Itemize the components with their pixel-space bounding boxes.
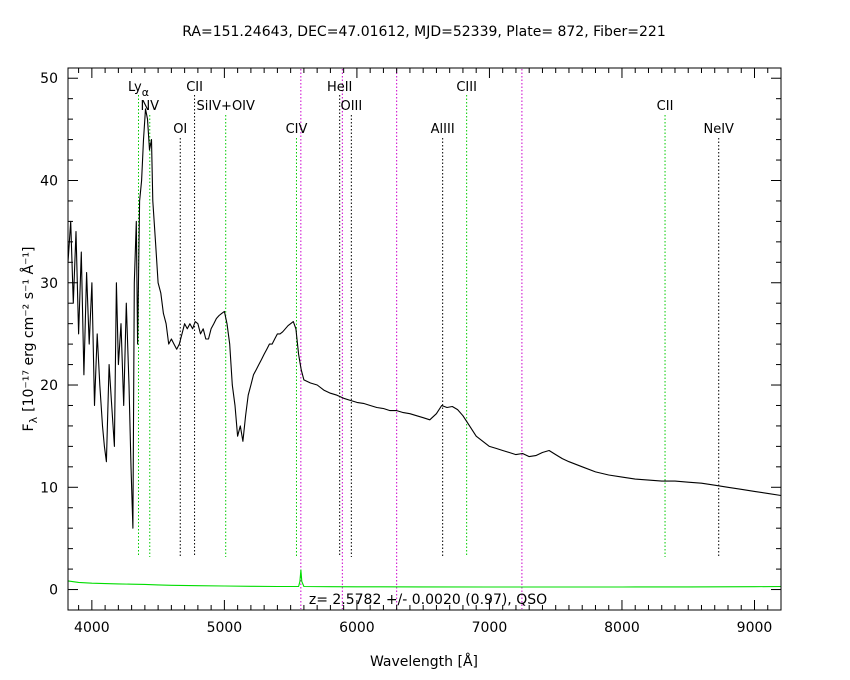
plot-frame	[67, 67, 782, 611]
line-label-7: OIII	[340, 99, 362, 114]
redshift-annotation: z= 2.5782 +/- 0.0020 (0.97), QSO	[309, 592, 547, 608]
x-axis-title: Wavelength [Å]	[370, 653, 478, 670]
y-axis-title: Fλ [10⁻¹⁷ erg cm⁻² s⁻¹ Å⁻¹]	[20, 247, 40, 432]
series-error	[67, 569, 782, 588]
x-tick-label-5000: 5000	[207, 620, 243, 636]
x-tick-label-9000: 9000	[737, 620, 773, 636]
y-axis: 0 10 20 30 40 50	[40, 71, 781, 611]
x-tick-label-6000: 6000	[339, 620, 375, 636]
y-axis-title-symbol: F	[21, 423, 37, 431]
series-layer	[67, 108, 782, 588]
line-label-2: OI	[173, 122, 187, 137]
x-tick-label-8000: 8000	[604, 620, 640, 636]
x-axis: 4000 5000 6000 7000 8000 9000	[74, 68, 782, 636]
svg-text:Fλ[10⁻¹⁷ erg cm⁻² s⁻¹ Å⁻¹]: Fλ [10⁻¹⁷ erg cm⁻² s⁻¹ Å⁻¹]	[20, 247, 40, 432]
line-label-6: HeII	[327, 80, 352, 95]
line-label-11: NeIV	[703, 122, 734, 137]
chart-title: RA=151.24643, DEC=47.01612, MJD=52339, P…	[182, 24, 666, 40]
y-tick-label-50: 50	[40, 71, 58, 87]
x-tick-label-4000: 4000	[74, 620, 110, 636]
y-axis-title-units: [10⁻¹⁷ erg cm⁻² s⁻¹ Å⁻¹]	[20, 247, 37, 412]
line-label-4: SiIV+OIV	[196, 99, 255, 114]
y-tick-label-40: 40	[40, 173, 58, 189]
line-label-5: CIV	[286, 122, 308, 137]
line-label-9: CIII	[456, 80, 477, 95]
line-label-0: Lyα	[128, 80, 149, 99]
y-tick-label-10: 10	[40, 480, 58, 496]
line-label-1: NV	[140, 99, 159, 114]
line-label-8: AlIII	[431, 122, 455, 137]
line-label-3: CII	[186, 80, 203, 95]
y-tick-label-0: 0	[49, 583, 58, 599]
sky-lines	[300, 69, 523, 609]
y-tick-label-20: 20	[40, 378, 58, 394]
spectral-line-markers	[138, 95, 720, 557]
series-flux	[67, 108, 782, 529]
y-axis-title-subscript: λ	[27, 416, 40, 423]
line-label-10: CII	[657, 99, 674, 114]
x-tick-label-7000: 7000	[472, 620, 508, 636]
y-tick-label-30: 30	[40, 276, 58, 292]
